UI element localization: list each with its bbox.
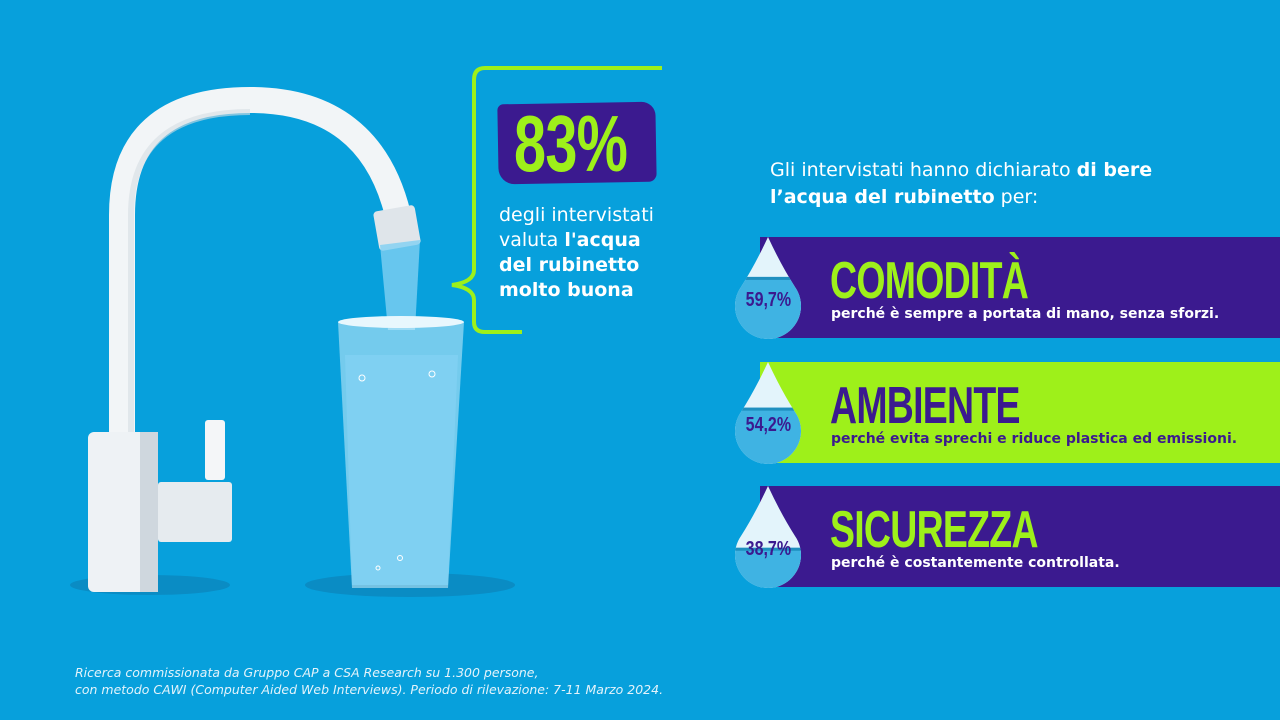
highlight-percent: 83% bbox=[514, 99, 628, 188]
intro-bold: di bere l’acqua del rubinetto bbox=[770, 159, 1153, 208]
bracket bbox=[451, 66, 662, 334]
glass-icon bbox=[305, 316, 515, 597]
highlight-text-1: degli intervistati bbox=[499, 204, 654, 226]
highlight-bold-3: molto buona bbox=[499, 279, 634, 301]
water-drop-icon bbox=[735, 237, 802, 339]
intro-regular: Gli intervistati hanno dichiarato bbox=[770, 159, 1077, 181]
highlight-text-2: valuta bbox=[499, 229, 565, 251]
water-drop-icon bbox=[735, 362, 802, 464]
reason-percent: 59,7% bbox=[735, 289, 801, 312]
reason-percent-text: 38,7% bbox=[745, 538, 791, 560]
intro-suffix: per: bbox=[994, 186, 1039, 208]
water-stream bbox=[380, 240, 420, 330]
reason-description: perché è costantemente controllata. bbox=[831, 555, 1120, 571]
footnote-line-1: Ricerca commissionata da Gruppo CAP a CS… bbox=[75, 665, 539, 680]
reason-title: SICUREZZA bbox=[830, 501, 1038, 559]
water-level bbox=[735, 407, 802, 464]
highlight-bold-2: del rubinetto bbox=[499, 254, 640, 276]
highlight-text: degli intervistati valuta l'acqua del ru… bbox=[499, 203, 689, 303]
reason-title: COMODITÀ bbox=[830, 252, 1029, 310]
faucet-icon bbox=[70, 86, 421, 595]
reason-percent: 38,7% bbox=[735, 538, 801, 561]
water-drop-icon bbox=[735, 486, 802, 588]
reason-percent-text: 54,2% bbox=[745, 414, 791, 436]
intro-text: Gli intervistati hanno dichiarato di ber… bbox=[770, 157, 1200, 211]
highlight-bold-1: l'acqua bbox=[564, 229, 641, 251]
reason-banner bbox=[760, 237, 1280, 338]
reason-title: AMBIENTE bbox=[830, 377, 1020, 435]
reason-description: perché evita sprechi e riduce plastica e… bbox=[831, 431, 1238, 447]
reason-percent: 54,2% bbox=[735, 414, 801, 437]
footnote-line-2: con metodo CAWI (Computer Aided Web Inte… bbox=[75, 682, 664, 697]
reason-percent-text: 59,7% bbox=[745, 289, 791, 311]
reason-banner bbox=[760, 486, 1280, 587]
reason-description: perché è sempre a portata di mano, senza… bbox=[831, 306, 1220, 322]
water-level bbox=[735, 276, 802, 339]
reason-banner bbox=[760, 362, 1280, 463]
footnote: Ricerca commissionata da Gruppo CAP a CS… bbox=[75, 664, 663, 698]
